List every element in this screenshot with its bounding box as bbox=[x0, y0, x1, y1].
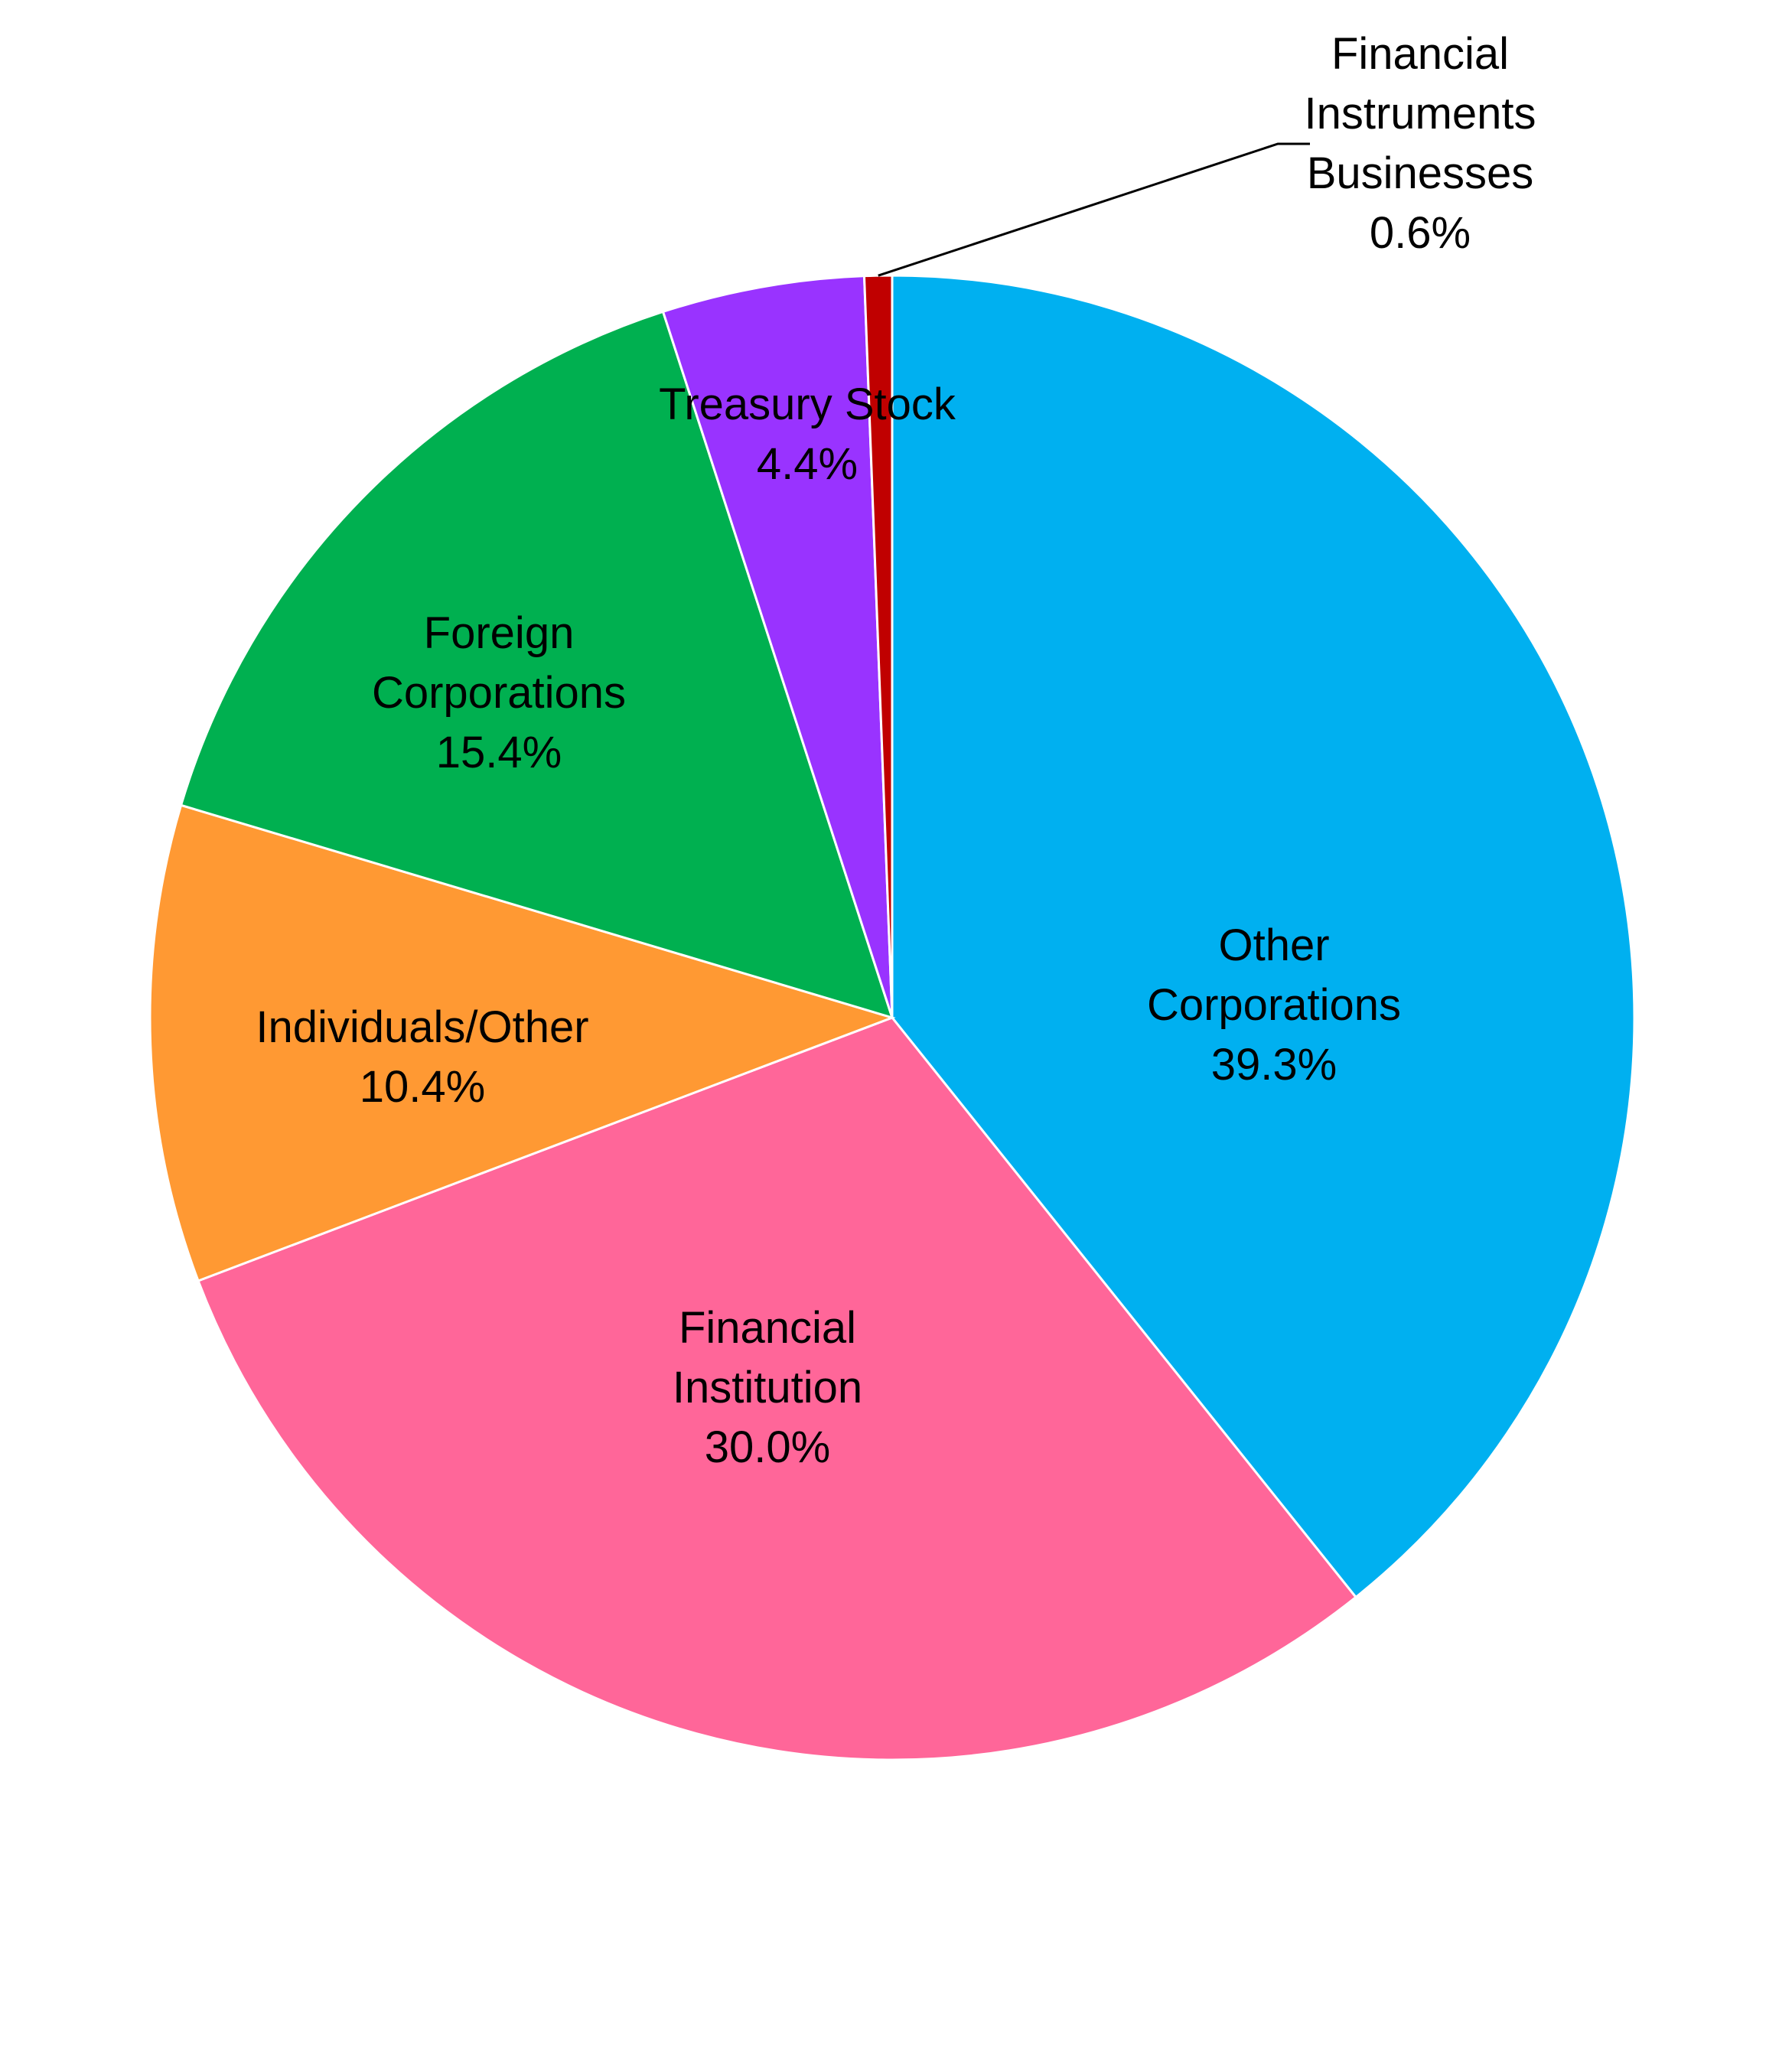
slice-label-financial-instruments-businesses: Financial Instruments Businesses 0.6% bbox=[1305, 29, 1536, 258]
slice-label-foreign-corporations: Foreign Corporations 15.4% bbox=[372, 608, 626, 777]
slice-value-label: 0.6% bbox=[1370, 208, 1471, 258]
slice-name-label: Financial bbox=[679, 1303, 856, 1353]
slice-foreign-corporations bbox=[179, 310, 894, 1020]
slice-name-label: Institution bbox=[673, 1363, 862, 1412]
slice-financial-institution bbox=[197, 1016, 1358, 1761]
callout-leader-line bbox=[878, 142, 1310, 277]
slice-name-label: Individuals/Other bbox=[256, 1002, 588, 1052]
slice-name-label: Financial bbox=[1331, 29, 1509, 79]
slice-name-label: Instruments bbox=[1305, 89, 1536, 138]
slice-value-label: 4.4% bbox=[757, 439, 858, 489]
slice-individuals-other bbox=[148, 803, 896, 1282]
pie-slices bbox=[148, 274, 1636, 1761]
slice-value-label: 30.0% bbox=[705, 1422, 830, 1472]
slice-name-label: Other bbox=[1218, 920, 1329, 970]
slice-name-label: Foreign bbox=[424, 608, 575, 658]
slice-name-label: Corporations bbox=[1147, 980, 1401, 1030]
slice-value-label: 39.3% bbox=[1211, 1040, 1337, 1090]
slice-other-corporations bbox=[891, 274, 1636, 1599]
slice-label-financial-institution: Financial Institution 30.0% bbox=[673, 1303, 862, 1472]
slice-label-treasury-stock: Treasury Stock 4.4% bbox=[659, 380, 956, 489]
slice-treasury-stock bbox=[661, 275, 894, 1018]
slice-name-label: Corporations bbox=[372, 668, 626, 718]
slice-value-label: 15.4% bbox=[436, 728, 562, 777]
slice-name-label: Businesses bbox=[1307, 148, 1534, 198]
slice-label-individuals-other: Individuals/Other 10.4% bbox=[256, 1002, 588, 1112]
slice-label-other-corporations: Other Corporations 39.3% bbox=[1147, 920, 1401, 1090]
slice-name-label: Treasury Stock bbox=[659, 380, 956, 429]
pie-labels: Other Corporations 39.3% Financial Instituti… bbox=[256, 29, 1536, 1472]
slice-value-label: 10.4% bbox=[360, 1062, 485, 1112]
